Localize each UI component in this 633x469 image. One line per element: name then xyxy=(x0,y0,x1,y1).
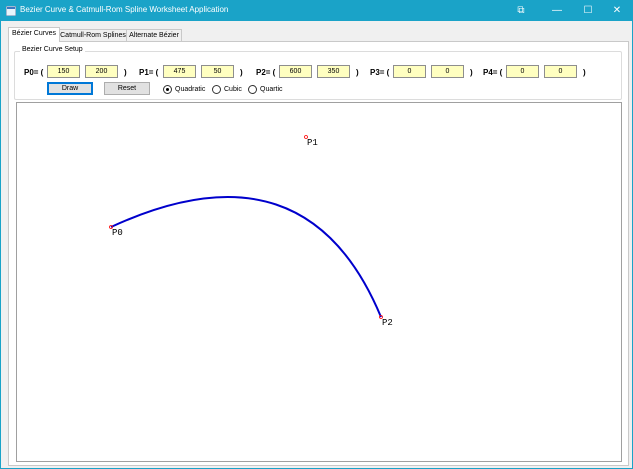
p1-control-point-marker xyxy=(304,135,308,139)
app-icon xyxy=(6,6,16,16)
p3-close-paren: ) xyxy=(470,68,473,77)
maximize-button[interactable]: ☐ xyxy=(583,5,593,16)
radio-selected-dot xyxy=(166,88,169,91)
p2-y-input[interactable]: 350 xyxy=(317,65,350,78)
p1-label: P1= ( xyxy=(139,68,159,77)
p2-close-paren: ) xyxy=(356,68,359,77)
tab-alternate-bezier[interactable]: Alternate Bézier xyxy=(126,29,182,42)
p3-y-input[interactable]: 0 xyxy=(431,65,464,78)
quadratic-radio-label: Quadratic xyxy=(175,86,206,93)
p4-close-paren: ) xyxy=(583,68,586,77)
bezier-drawing: P0 P1 P2 xyxy=(109,135,393,328)
p0-point-label: P0 xyxy=(112,228,123,238)
p1-close-paren: ) xyxy=(240,68,243,77)
p2-label: P2= ( xyxy=(256,68,276,77)
radio-circle xyxy=(212,85,221,94)
tab-bezier-curves[interactable]: Bézier Curves xyxy=(8,27,60,42)
draw-button[interactable]: Draw xyxy=(47,82,93,95)
p0-x-input[interactable]: 150 xyxy=(47,65,80,78)
title-bar[interactable]: Bezier Curve & Catmull-Rom Spline Worksh… xyxy=(1,1,632,21)
p0-control-point-marker xyxy=(109,225,113,229)
p0-close-paren: ) xyxy=(124,68,127,77)
p3-label: P3= ( xyxy=(370,68,390,77)
p4-y-input[interactable]: 0 xyxy=(544,65,577,78)
p4-label: P4= ( xyxy=(483,68,503,77)
p1-y-input[interactable]: 50 xyxy=(201,65,234,78)
bezier-setup-group: Bezier Curve Setup P0= ( 150 200 ) P1= (… xyxy=(14,46,622,100)
cubic-radio-label: Cubic xyxy=(224,86,242,93)
radio-circle xyxy=(163,85,172,94)
p1-point-label: P1 xyxy=(307,138,318,148)
p2-x-input[interactable]: 600 xyxy=(279,65,312,78)
tab-panel: Bezier Curve Setup P0= ( 150 200 ) P1= (… xyxy=(8,41,629,466)
p0-y-input[interactable]: 200 xyxy=(85,65,118,78)
restore-down-icon[interactable]: ⧉ xyxy=(517,5,525,16)
p3-x-input[interactable]: 0 xyxy=(393,65,426,78)
window-title: Bezier Curve & Catmull-Rom Spline Worksh… xyxy=(20,5,229,14)
p2-control-point-marker xyxy=(379,315,383,319)
drawing-canvas[interactable]: P0 P1 P2 xyxy=(16,102,622,462)
reset-button[interactable]: Reset xyxy=(104,82,150,95)
group-title: Bezier Curve Setup xyxy=(20,46,85,53)
quartic-radio-label: Quartic xyxy=(260,86,283,93)
close-button[interactable]: ✕ xyxy=(612,5,622,16)
p0-label: P0= ( xyxy=(24,68,44,77)
radio-circle xyxy=(248,85,257,94)
p1-x-input[interactable]: 475 xyxy=(163,65,196,78)
p2-point-label: P2 xyxy=(382,318,393,328)
minimize-button[interactable]: — xyxy=(552,5,562,16)
bezier-curve xyxy=(110,196,382,318)
p4-x-input[interactable]: 0 xyxy=(506,65,539,78)
